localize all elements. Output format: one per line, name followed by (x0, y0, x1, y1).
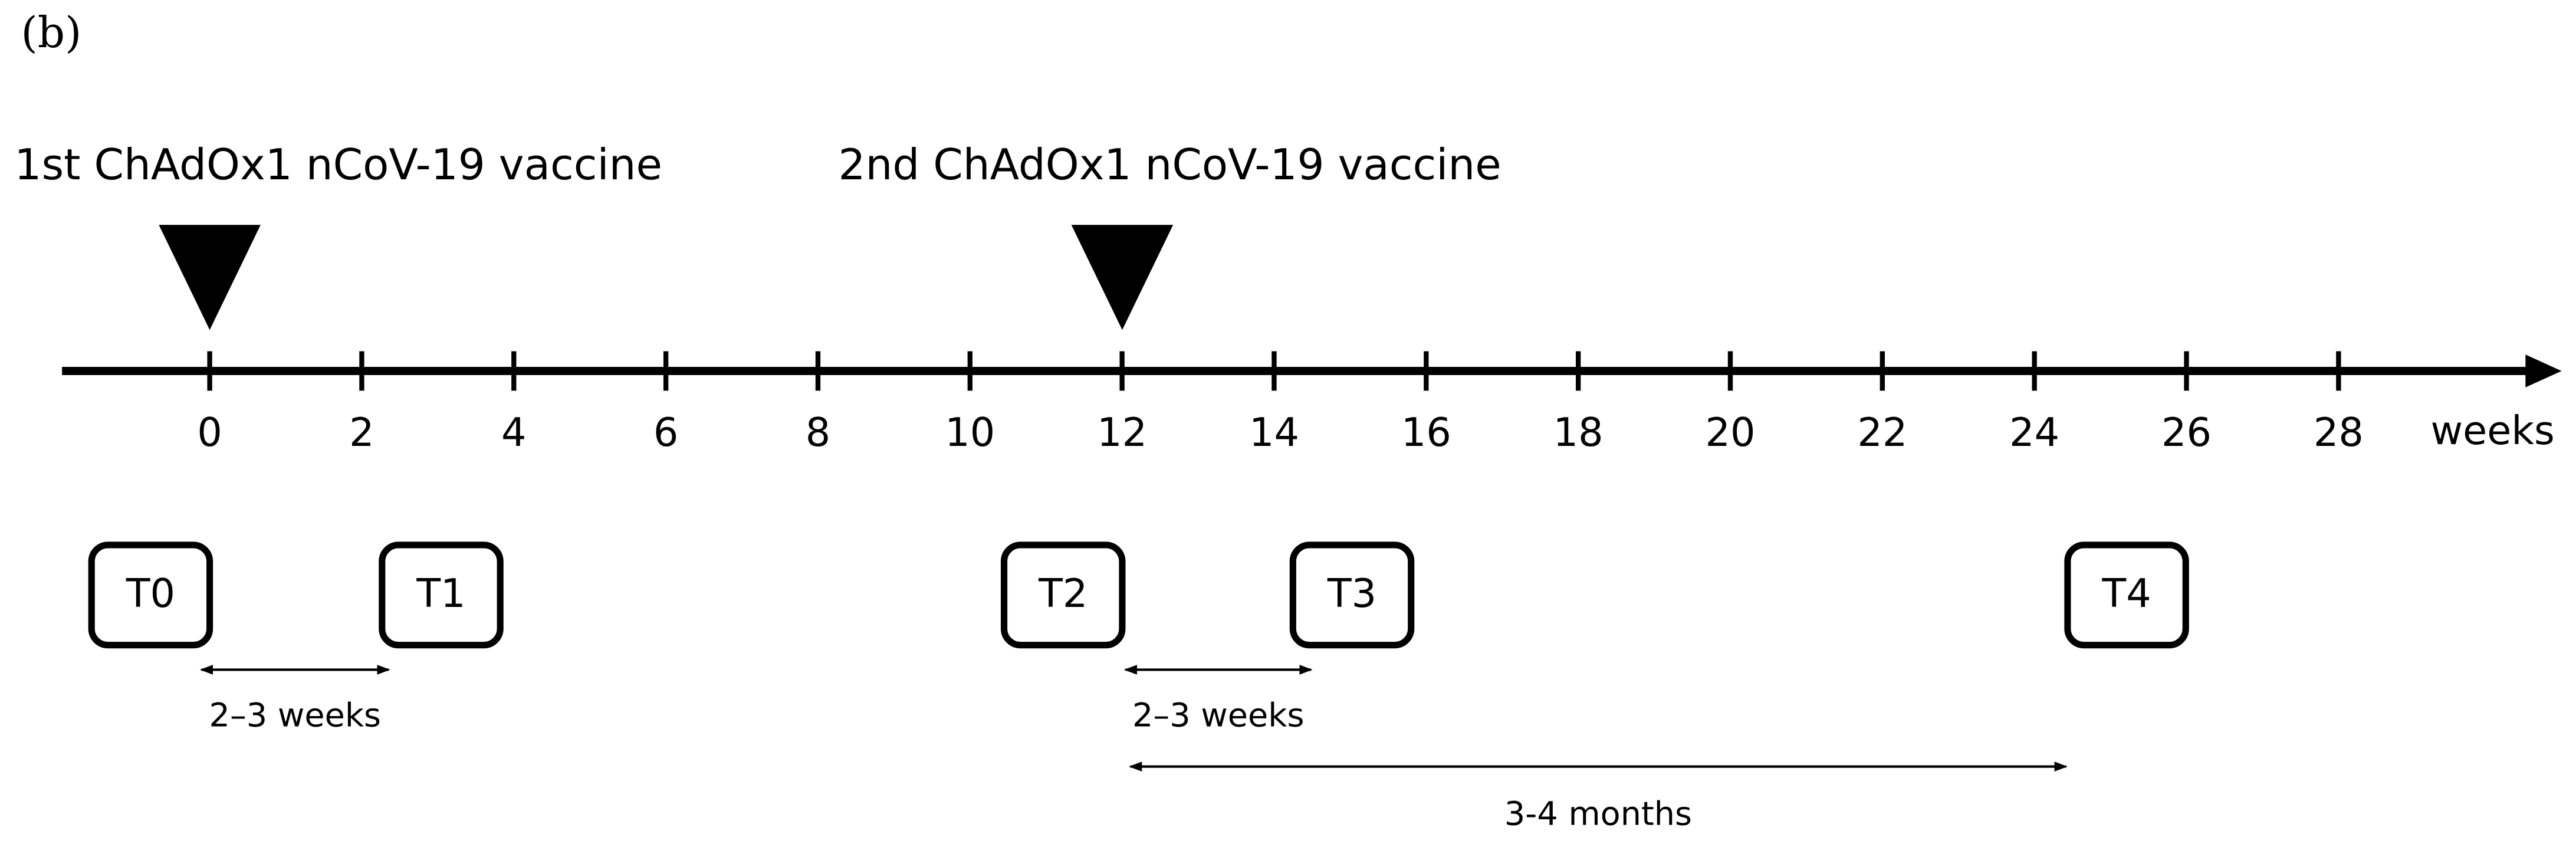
tick-label: 18 (1553, 409, 1604, 455)
tick-label: 22 (1857, 409, 1907, 455)
tick-label: 8 (806, 409, 830, 455)
tick-label: 10 (945, 409, 995, 455)
tick-label: 28 (2314, 409, 2364, 455)
timepoint-label: T1 (416, 570, 465, 616)
tick-label: 24 (2009, 409, 2059, 455)
timepoint-box (1289, 541, 1415, 649)
timepoint-box (379, 541, 504, 649)
event-marker (159, 225, 261, 330)
timepoint-label: T0 (126, 570, 175, 616)
event-label: 1st ChAdOx1 nCoV-19 vaccine (14, 140, 662, 190)
tick-label: 12 (1097, 409, 1147, 455)
tick-label: 2 (349, 409, 374, 455)
panel-label: (b) (21, 8, 82, 58)
tick-label: 26 (2161, 409, 2212, 455)
tick-label: 20 (1706, 409, 1756, 455)
timepoint-label: T4 (2101, 570, 2151, 616)
tick-label: 4 (501, 409, 527, 455)
timepoint-label: T2 (1038, 570, 1087, 616)
tick-label: 16 (1401, 409, 1451, 455)
timepoint-box (88, 541, 213, 649)
interval-label: 2–3 weeks (1132, 696, 1305, 734)
timepoint-label: T3 (1327, 570, 1376, 616)
tick-label: 14 (1249, 409, 1299, 455)
event-label: 2nd ChAdOx1 nCoV-19 vaccine (838, 140, 1501, 190)
timepoint-box (1000, 541, 1126, 649)
interval-label: 2–3 weeks (209, 696, 382, 734)
tick-label: 0 (197, 409, 222, 455)
axis-arrowhead (2525, 354, 2562, 388)
event-marker (1071, 225, 1174, 330)
tick-label: 6 (653, 409, 679, 455)
axis-unit: weeks (2431, 408, 2555, 454)
timepoint-box (2064, 541, 2189, 649)
interval-label: 3-4 months (1504, 795, 1692, 833)
